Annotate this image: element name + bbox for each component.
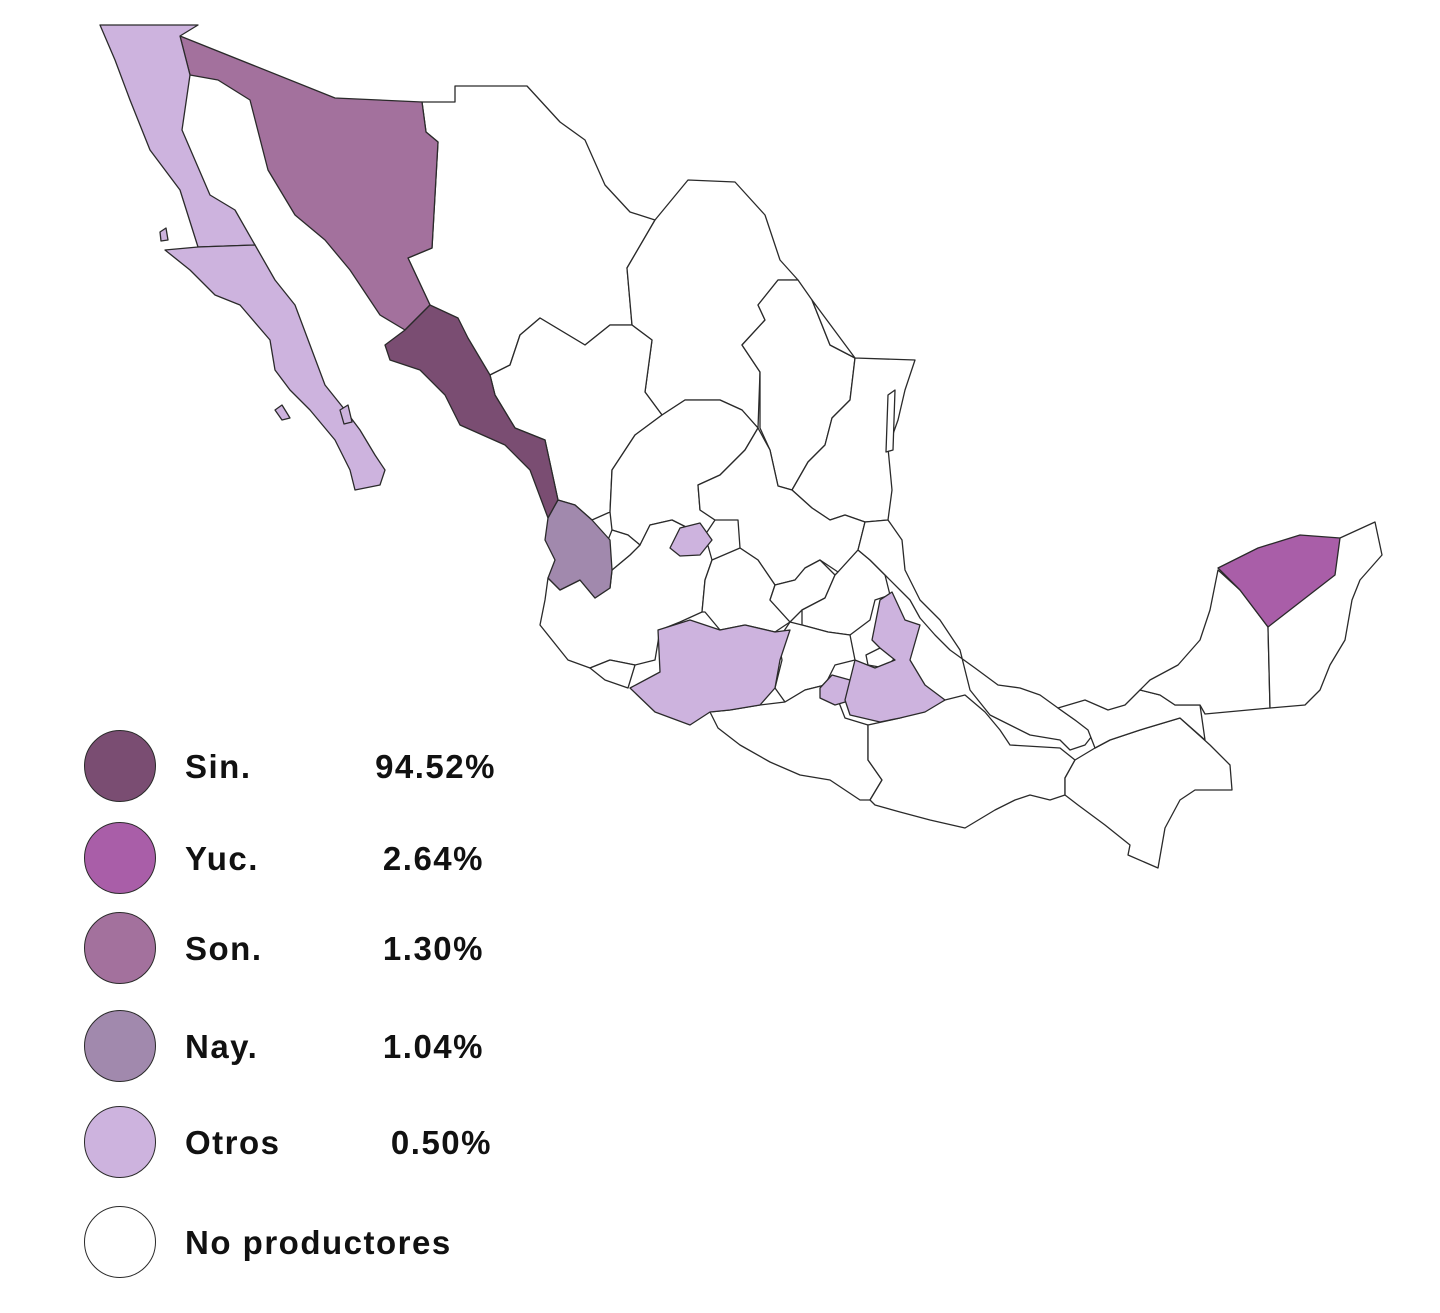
legend-label: Son. <box>185 930 263 967</box>
state-nayarit <box>544 499 613 599</box>
legend-value: 2.64% <box>382 840 484 877</box>
state-sonora <box>179 35 439 331</box>
legend-swatch <box>84 1010 156 1082</box>
state-colima <box>589 659 636 689</box>
legend-swatch <box>84 912 156 984</box>
state-michoacan <box>629 619 791 726</box>
legend-swatch <box>84 822 156 894</box>
legend-item-otros: Otros 0.50% <box>84 1106 564 1182</box>
island-4 <box>885 389 896 453</box>
legend-item-sinaloa: Sin. 94.52% <box>84 730 564 806</box>
state-tabasco <box>1057 689 1206 749</box>
legend-label: Otros <box>185 1124 281 1161</box>
legend-item-yucatan: Yuc. 2.64% <box>84 822 564 898</box>
island-3 <box>339 404 353 425</box>
legend-label: No productores <box>185 1224 452 1261</box>
legend-swatch <box>84 1106 156 1178</box>
state-sinaloa <box>384 304 559 519</box>
state-baja-california <box>99 24 256 248</box>
legend-value: 94.52% <box>375 748 496 785</box>
legend-value: 1.30% <box>382 930 484 967</box>
state-aguascalientes <box>669 522 713 557</box>
state-baja-california-sur <box>164 244 386 491</box>
legend-swatch <box>84 1206 156 1278</box>
legend-swatch <box>84 730 156 802</box>
legend-label: Yuc. <box>185 840 259 877</box>
state-quintana-roo <box>1267 521 1383 709</box>
island-2 <box>274 404 291 421</box>
legend-label: Sin. <box>185 748 252 785</box>
legend-value: 0.50% <box>390 1124 492 1161</box>
legend-item-sonora: Son. 1.30% <box>84 912 564 988</box>
state-oaxaca <box>867 694 1076 829</box>
legend-label: Nay. <box>185 1028 259 1065</box>
legend-item-no-productores: No productores <box>84 1206 564 1282</box>
state-chiapas <box>1064 717 1233 869</box>
state-yucatan <box>1217 534 1341 628</box>
state-puebla <box>844 591 946 723</box>
legend-item-nayarit: Nay. 1.04% <box>84 1010 564 1086</box>
legend-value: 1.04% <box>382 1028 484 1065</box>
island-1 <box>159 227 169 242</box>
